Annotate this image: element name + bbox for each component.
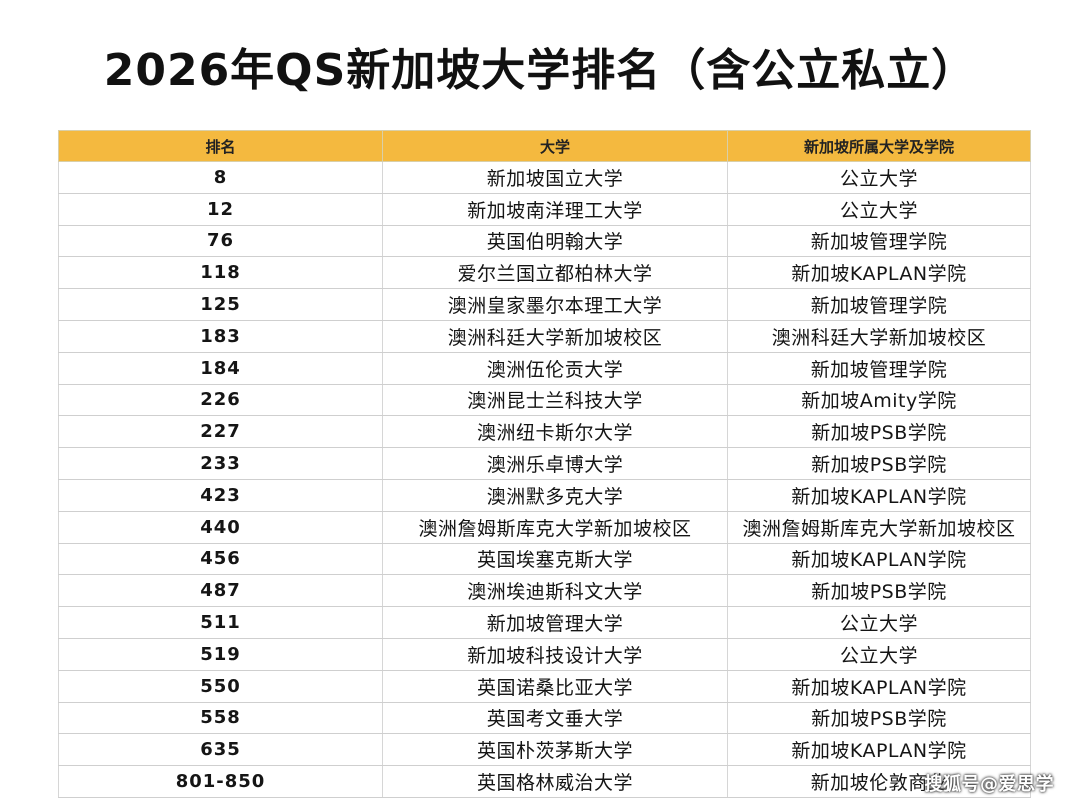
cell-affiliate: 新加坡管理学院 [727,225,1031,258]
cell-rank: 801-850 [58,765,383,798]
cell-university: 英国格林威治大学 [382,765,728,798]
cell-affiliate: 新加坡伦敦商业 [727,765,1031,798]
table-row: 118 爱尔兰国立都柏林大学 新加坡KAPLAN学院 [58,256,1031,290]
table-row: 550 英国诺桑比亚大学 新加坡KAPLAN学院 [58,670,1031,703]
header-affiliate: 新加坡所属大学及学院 [727,130,1031,162]
cell-university: 澳洲埃迪斯科文大学 [382,574,728,608]
table-row: 635 英国朴茨茅斯大学 新加坡KAPLAN学院 [58,733,1031,767]
table-row: 227 澳洲纽卡斯尔大学 新加坡PSB学院 [58,415,1031,449]
table-row: 440 澳洲詹姆斯库克大学新加坡校区 澳洲詹姆斯库克大学新加坡校区 [58,511,1031,544]
cell-affiliate: 新加坡PSB学院 [727,574,1031,608]
cell-rank: 125 [58,288,383,321]
cell-university: 英国诺桑比亚大学 [382,670,728,703]
table-row: 183 澳洲科廷大学新加坡校区 澳洲科廷大学新加坡校区 [58,320,1031,353]
table-row: 184 澳洲伍伦贡大学 新加坡管理学院 [58,352,1031,385]
cell-rank: 184 [58,352,383,385]
table-row: 226 澳洲昆士兰科技大学 新加坡Amity学院 [58,384,1031,417]
cell-university: 澳洲纽卡斯尔大学 [382,415,728,449]
cell-rank: 226 [58,384,383,417]
table-row: 801-850 英国格林威治大学 新加坡伦敦商业 [58,765,1031,798]
table-row: 423 澳洲默多克大学 新加坡KAPLAN学院 [58,479,1031,512]
cell-university: 英国考文垂大学 [382,702,728,735]
cell-affiliate: 新加坡KAPLAN学院 [727,479,1031,512]
cell-rank: 12 [58,193,383,226]
table-row: 487 澳洲埃迪斯科文大学 新加坡PSB学院 [58,574,1031,608]
cell-rank: 233 [58,447,383,480]
cell-affiliate: 新加坡PSB学院 [727,447,1031,480]
cell-university: 澳洲昆士兰科技大学 [382,384,728,417]
ranking-table-container: 排名 大学 新加坡所属大学及学院 8 新加坡国立大学 公立大学 12 新加坡南洋理工大学… [58,130,1031,798]
cell-university: 新加坡国立大学 [382,161,728,194]
cell-university: 澳洲詹姆斯库克大学新加坡校区 [382,511,728,544]
cell-university: 英国朴茨茅斯大学 [382,733,728,767]
cell-university: 新加坡南洋理工大学 [382,193,728,226]
table-row: 558 英国考文垂大学 新加坡PSB学院 [58,702,1031,735]
cell-rank: 519 [58,638,383,671]
cell-affiliate: 新加坡管理学院 [727,288,1031,321]
table-row: 456 英国埃塞克斯大学 新加坡KAPLAN学院 [58,543,1031,576]
page-title: 2026年QS新加坡大学排名（含公立私立） [103,45,977,96]
cell-affiliate: 新加坡管理学院 [727,352,1031,385]
cell-university: 英国埃塞克斯大学 [382,543,728,576]
cell-affiliate: 新加坡PSB学院 [727,702,1031,735]
cell-university: 澳洲乐卓博大学 [382,447,728,480]
table-row: 8 新加坡国立大学 公立大学 [58,161,1031,194]
table-header-row: 排名 大学 新加坡所属大学及学院 [58,130,1031,162]
cell-university: 新加坡科技设计大学 [382,638,728,671]
cell-rank: 76 [58,225,383,258]
ranking-table: 排名 大学 新加坡所属大学及学院 8 新加坡国立大学 公立大学 12 新加坡南洋理工大学… [58,130,1031,798]
table-row: 76 英国伯明翰大学 新加坡管理学院 [58,225,1031,258]
table-body: 8 新加坡国立大学 公立大学 12 新加坡南洋理工大学 公立大学 76 英国伯明翰大学 新加坡管… [58,161,1031,798]
table-row: 12 新加坡南洋理工大学 公立大学 [58,193,1031,226]
cell-university: 新加坡管理大学 [382,606,728,639]
cell-rank: 8 [58,161,383,194]
cell-affiliate: 公立大学 [727,161,1031,194]
cell-affiliate: 新加坡KAPLAN学院 [727,543,1031,576]
watermark: 搜狐号@爱思学 [924,774,1054,795]
cell-rank: 511 [58,606,383,639]
cell-affiliate: 新加坡PSB学院 [727,415,1031,449]
cell-rank: 456 [58,543,383,576]
cell-university: 澳洲皇家墨尔本理工大学 [382,288,728,321]
cell-rank: 487 [58,574,383,608]
cell-university: 澳洲科廷大学新加坡校区 [382,320,728,353]
cell-university: 澳洲默多克大学 [382,479,728,512]
cell-affiliate: 澳洲科廷大学新加坡校区 [727,320,1031,353]
cell-rank: 118 [58,256,383,290]
cell-affiliate: 公立大学 [727,193,1031,226]
table-row: 519 新加坡科技设计大学 公立大学 [58,638,1031,671]
table-row: 233 澳洲乐卓博大学 新加坡PSB学院 [58,447,1031,480]
cell-affiliate: 新加坡Amity学院 [727,384,1031,417]
table-row: 511 新加坡管理大学 公立大学 [58,606,1031,639]
cell-affiliate: 新加坡KAPLAN学院 [727,733,1031,767]
table-row: 125 澳洲皇家墨尔本理工大学 新加坡管理学院 [58,288,1031,321]
cell-affiliate: 新加坡KAPLAN学院 [727,256,1031,290]
cell-university: 爱尔兰国立都柏林大学 [382,256,728,290]
cell-rank: 635 [58,733,383,767]
header-rank: 排名 [58,130,383,162]
cell-rank: 227 [58,415,383,449]
cell-rank: 440 [58,511,383,544]
cell-affiliate: 新加坡KAPLAN学院 [727,670,1031,703]
cell-university: 澳洲伍伦贡大学 [382,352,728,385]
cell-affiliate: 公立大学 [727,606,1031,639]
cell-rank: 423 [58,479,383,512]
cell-affiliate: 澳洲詹姆斯库克大学新加坡校区 [727,511,1031,544]
header-university: 大学 [382,130,728,162]
cell-rank: 183 [58,320,383,353]
cell-rank: 558 [58,702,383,735]
cell-rank: 550 [58,670,383,703]
cell-affiliate: 公立大学 [727,638,1031,671]
cell-university: 英国伯明翰大学 [382,225,728,258]
